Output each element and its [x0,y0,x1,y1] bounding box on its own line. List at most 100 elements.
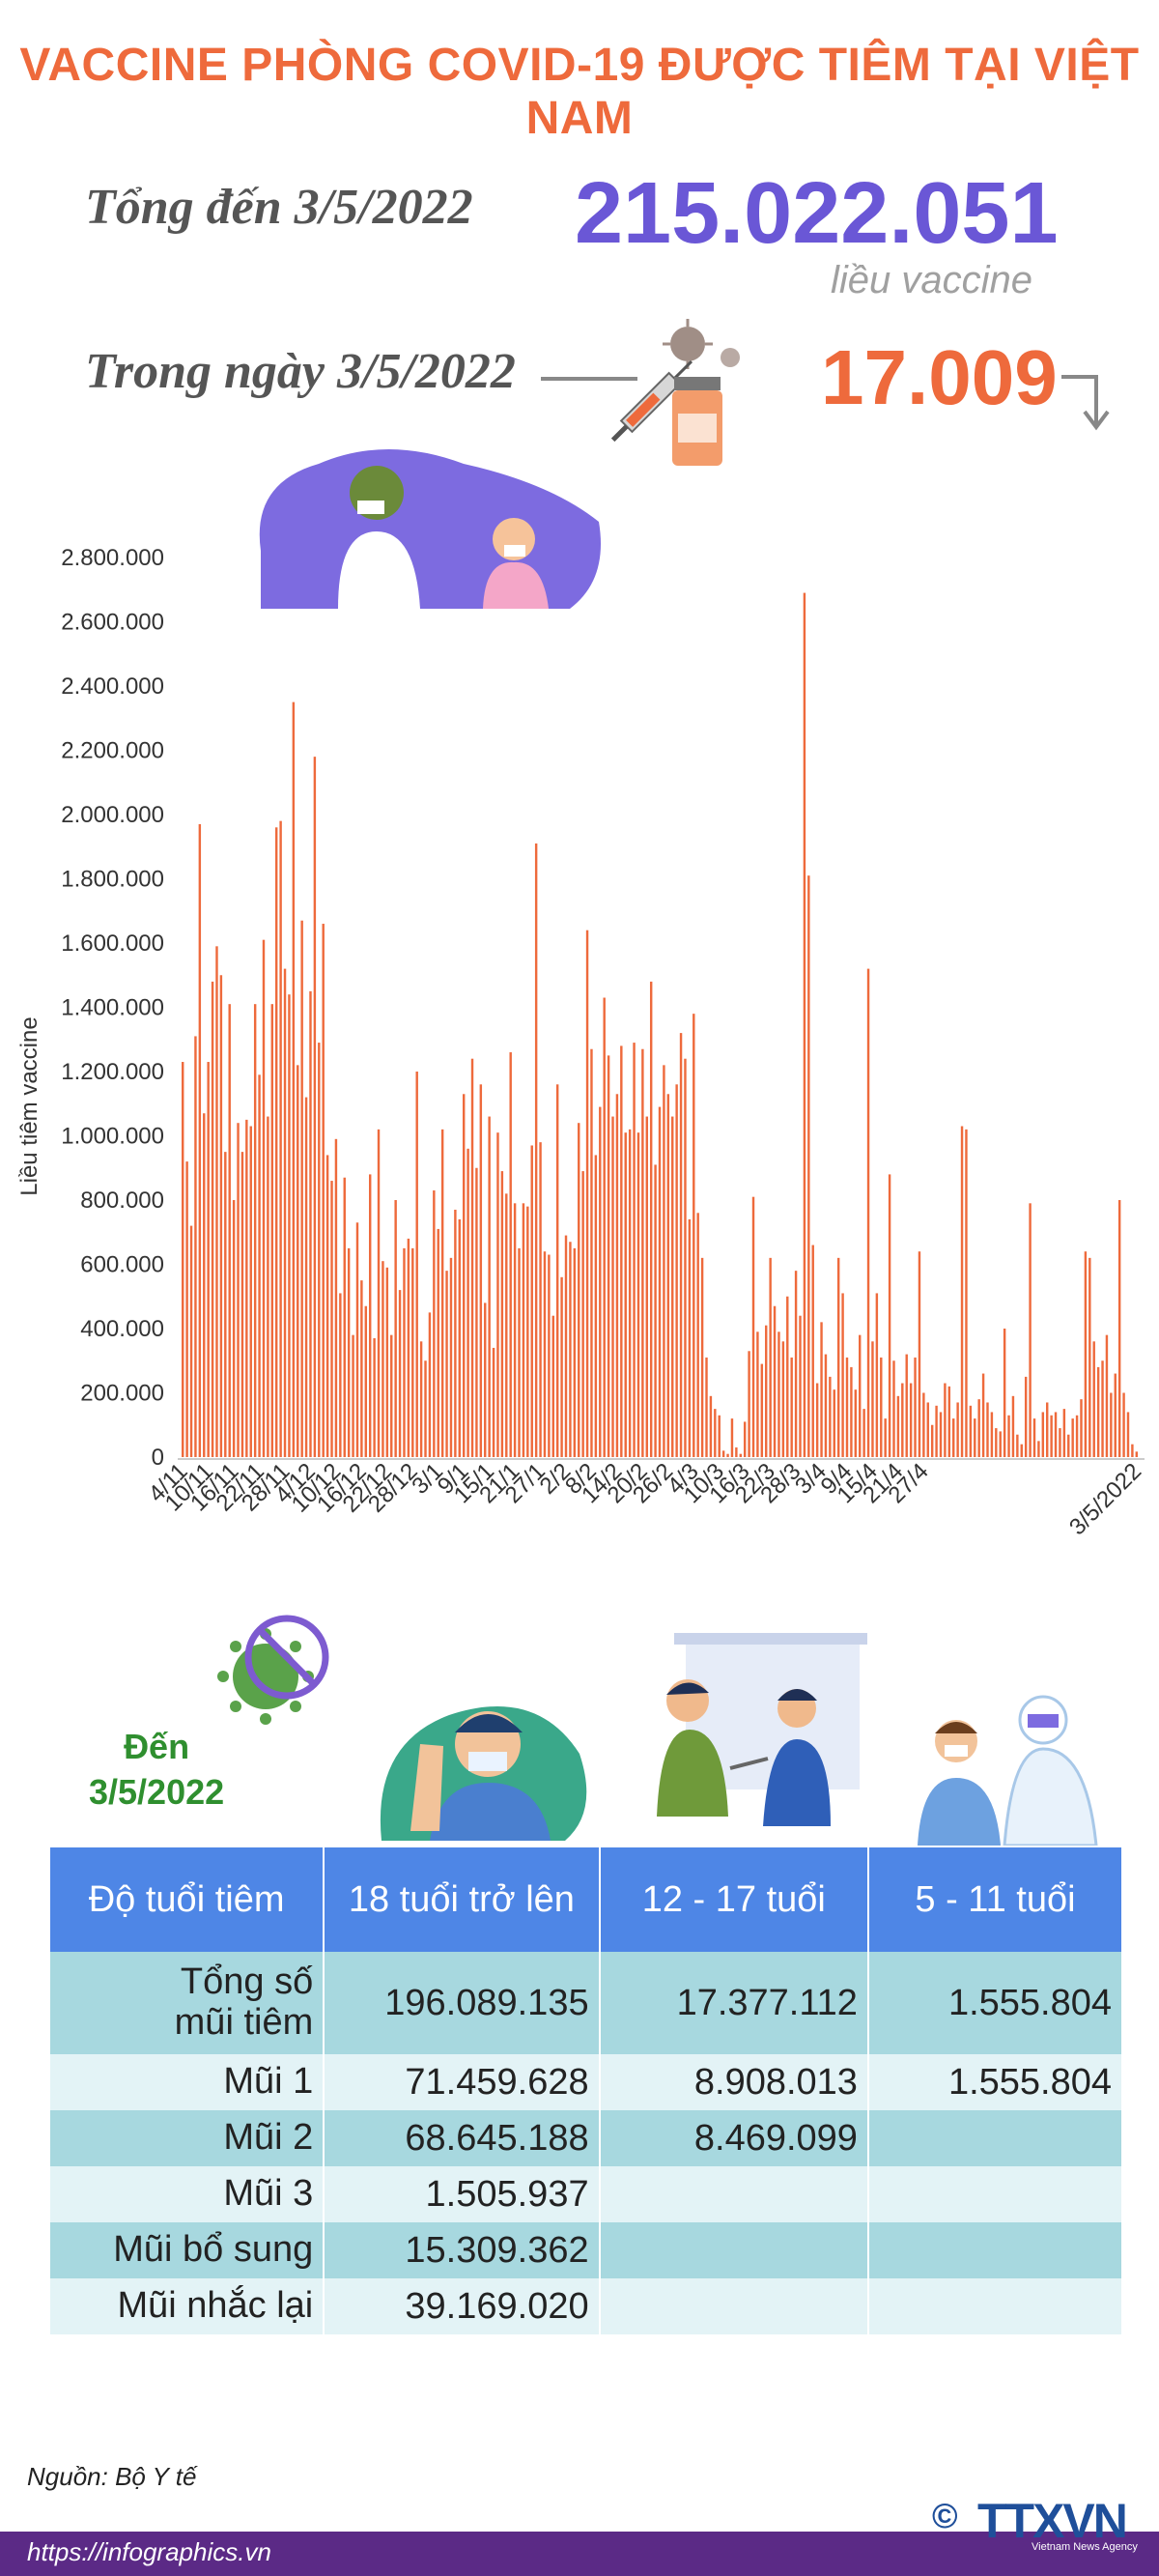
footer-link[interactable]: https://infographics.vn [27,2537,271,2566]
bar [300,920,303,1457]
bar [628,1129,632,1457]
bar [956,1402,959,1457]
total-value: 215.022.051 [575,165,1059,262]
bar [449,1257,453,1457]
bar [462,1094,466,1457]
bar [543,1251,547,1457]
bar [522,1203,525,1457]
bar [343,1177,346,1457]
bar [777,1331,780,1457]
bar [419,1341,423,1457]
bar [1024,1376,1028,1457]
bar [765,1325,768,1457]
bar [1032,1418,1036,1457]
bar [578,1123,580,1457]
y-tick-label: 0 [152,1445,164,1471]
y-tick-label: 1.600.000 [61,930,164,957]
bar [377,1129,381,1457]
bar [829,1376,832,1457]
bar [735,1447,738,1457]
bar [862,1409,865,1457]
bar [743,1421,747,1457]
bar [330,1181,333,1457]
bar [513,1203,517,1457]
bar [283,968,287,1457]
bar [411,1247,414,1457]
copyright-icon: © [932,2496,958,2535]
bar [207,1062,210,1457]
bar [700,1257,704,1457]
table-header-row: Độ tuổi tiêm 18 tuổi trở lên 12 - 17 tuổ… [50,1847,1121,1952]
bar [288,994,291,1457]
bar [355,1222,359,1457]
bar [721,1450,725,1457]
bar [794,1271,798,1457]
bar [1003,1329,1006,1457]
bar [360,1280,363,1457]
bar [688,1218,692,1457]
bar [249,1126,252,1457]
bar [1046,1402,1049,1457]
child-vaccination-illustration [918,1695,1098,1846]
bar [1122,1392,1125,1457]
bar [297,1065,299,1457]
bar [398,1290,402,1457]
bar [403,1247,406,1457]
bar [1135,1451,1139,1457]
bar [1029,1203,1032,1457]
y-axis-ticks: 0 200.000 400.000 600.000 800.000 1.000.000 1.… [61,545,164,1471]
table-row: Mũi 2 68.645.188 8.469.099 [50,2110,1121,2166]
bar [551,1315,554,1457]
bar [675,1084,678,1457]
bar [901,1383,904,1457]
bar [833,1389,835,1457]
bar [730,1418,734,1457]
bar [1007,1415,1010,1457]
bar [1126,1412,1130,1457]
bar [440,1129,444,1457]
y-axis-label: Liều tiêm vaccine [16,1016,42,1195]
row-label: Mũi nhắc lại [50,2278,325,2334]
bar [585,930,589,1457]
cell-12-17: 17.377.112 [599,1952,869,2054]
bar [475,1167,478,1457]
bar [262,939,266,1457]
bar [534,843,538,1457]
bar [1088,1257,1091,1457]
bar [671,1116,674,1457]
bar [859,1334,862,1457]
bar [219,975,223,1457]
bar [603,997,606,1457]
bar [203,1113,206,1457]
bar [820,1322,823,1457]
bar [599,1106,602,1457]
bar [1071,1418,1074,1457]
bar [232,1200,236,1457]
bar [1067,1434,1070,1457]
bar [790,1357,793,1457]
doctor-child-illustration [259,449,601,609]
row-label: Mũi 1 [50,2054,325,2110]
bar [615,1094,619,1457]
bar [952,1418,955,1457]
bar [364,1305,368,1457]
bar [944,1383,947,1457]
bar [986,1402,989,1457]
cell-18-plus: 15.309.362 [324,2222,601,2278]
bar [947,1386,951,1457]
bar [560,1276,563,1457]
bar [726,1453,729,1457]
bar [454,1209,457,1457]
adult-vaccinated-illustration [380,1706,587,1841]
bar [892,1360,895,1457]
bar [581,1171,584,1457]
bar [696,1213,699,1457]
bar [649,981,653,1457]
bar [470,1058,474,1457]
y-tick-label: 600.000 [80,1252,164,1278]
bar [530,1145,533,1457]
bar [488,1116,491,1457]
bar [875,1293,879,1457]
bar [325,1155,329,1457]
row-label: Tổng số mũi tiêm [50,1952,325,2054]
